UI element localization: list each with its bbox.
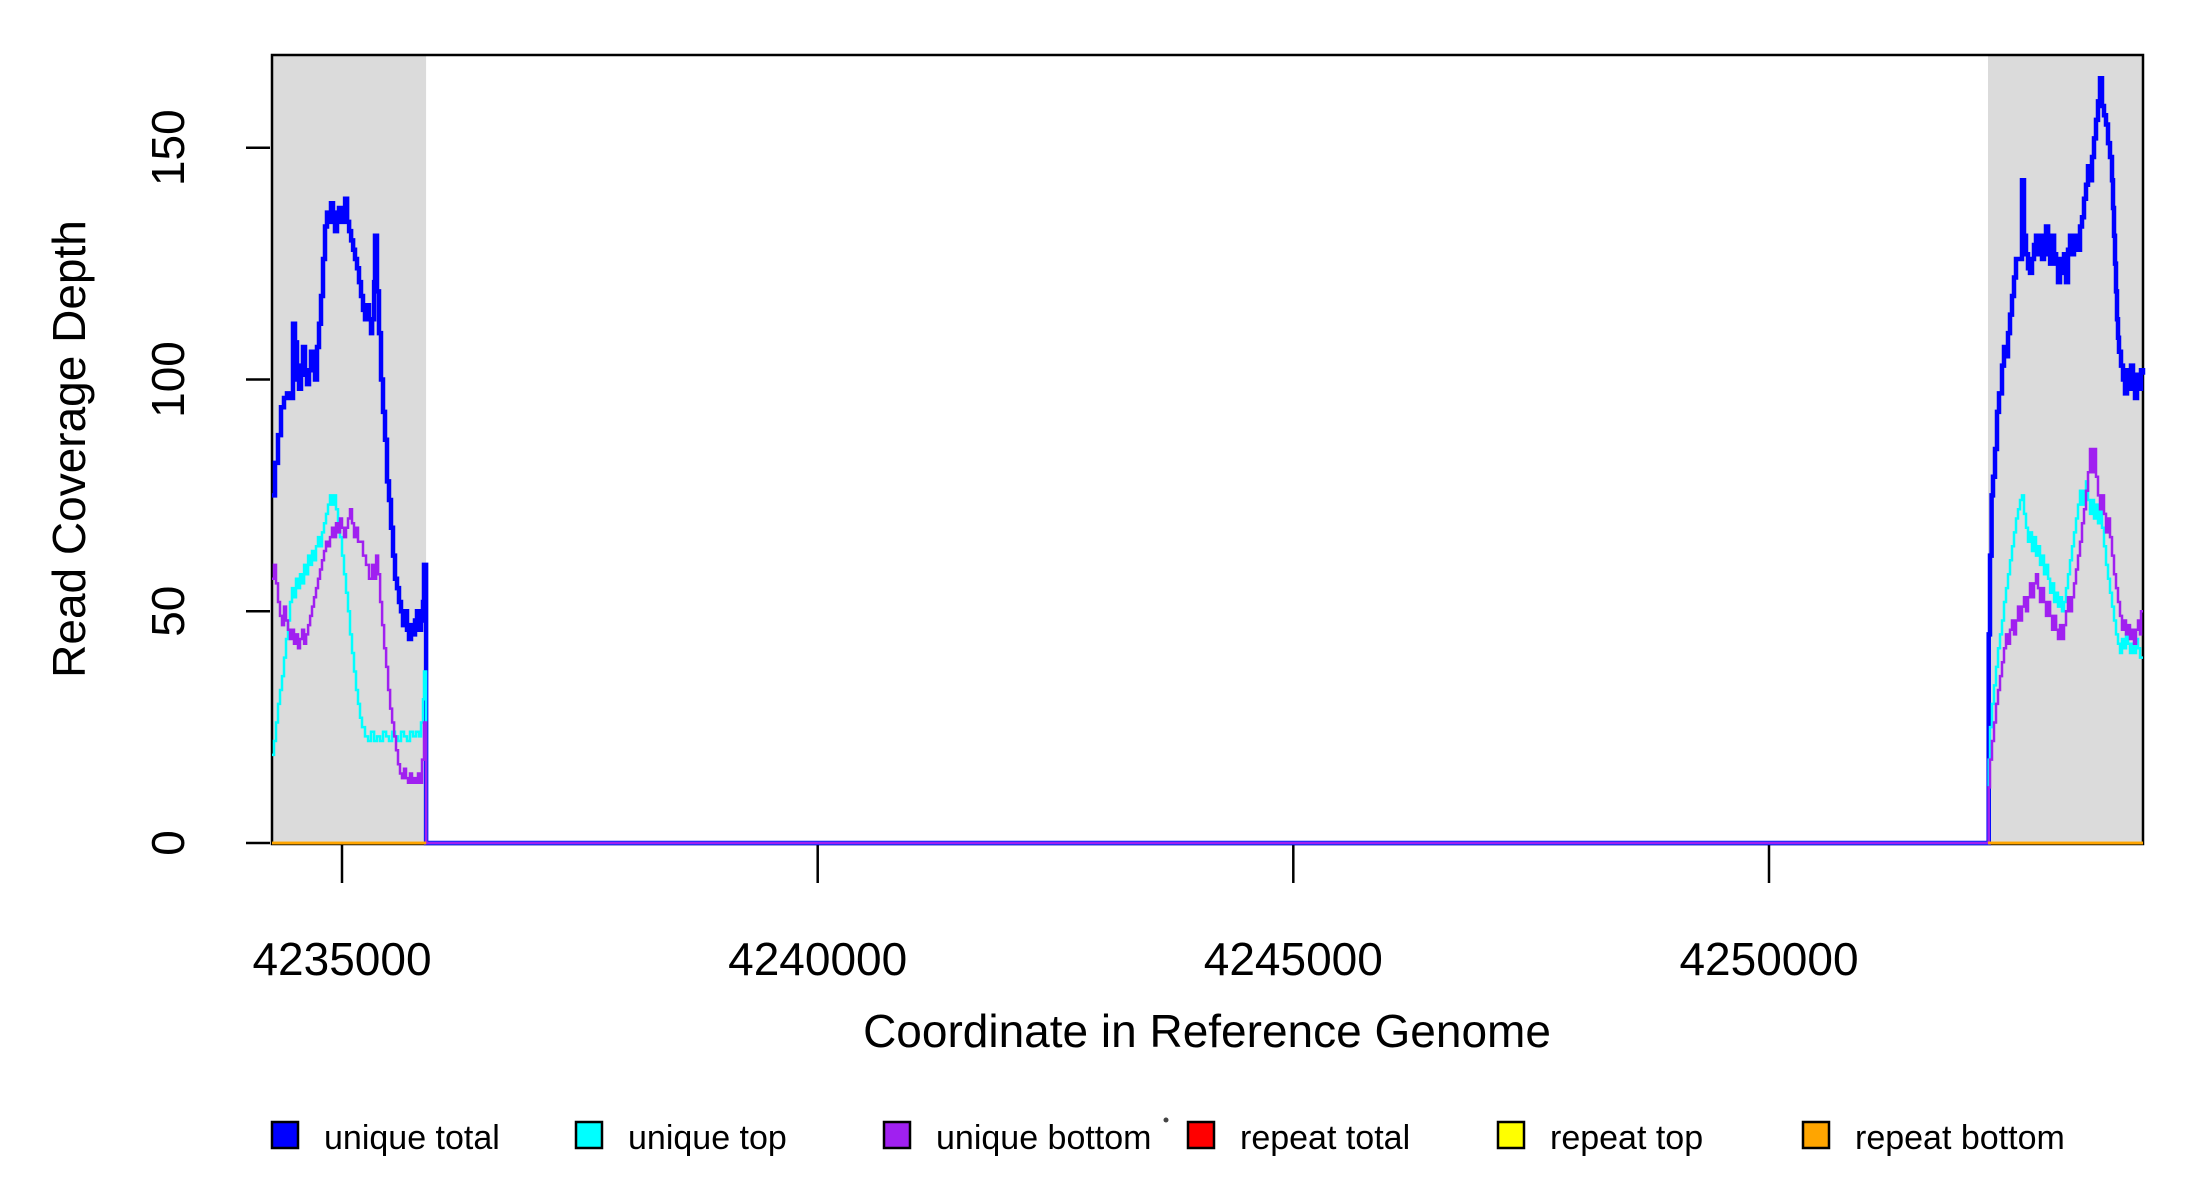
legend-swatch [882, 1120, 912, 1150]
legend-label: repeat bottom [1855, 1119, 2065, 1157]
series-line-unique-top [272, 480, 2143, 845]
legend-item-repeat-total: repeat total [1186, 1119, 1410, 1157]
y-axis-title: Read Coverage Depth [43, 220, 95, 678]
repeat-region-bands [272, 55, 2143, 844]
legend: unique total unique top unique bottom repea… [270, 1119, 2065, 1157]
legend-label: unique bottom [936, 1119, 1152, 1157]
legend-item-repeat-top: repeat top [1496, 1119, 1703, 1157]
x-tick-label: 4235000 [252, 933, 431, 985]
y-tick-label: 100 [142, 341, 194, 418]
y-tick-label: 0 [142, 830, 194, 856]
legend-swatch [574, 1120, 604, 1150]
repeat-region-left [272, 55, 427, 844]
x-axis-title: Coordinate in Reference Genome [863, 1005, 1551, 1057]
legend-label: repeat total [1240, 1119, 1410, 1157]
repeat-region-right [1988, 55, 2143, 844]
legend-item-unique-top: unique top [574, 1119, 787, 1157]
legend-item-repeat-bottom: repeat bottom [1801, 1119, 2065, 1157]
x-tick-label: 4250000 [1679, 933, 1858, 985]
series-line-unique-total [272, 75, 2146, 846]
legend-swatch [270, 1120, 300, 1150]
x-tick-label: 4240000 [728, 933, 907, 985]
legend-swatch [1186, 1120, 1216, 1150]
legend-item-unique-total: unique total [270, 1119, 500, 1157]
plot-frame [270, 53, 2145, 846]
x-axis-ticks: 4235000 4240000 4245000 4250000 [252, 845, 1859, 985]
legend-item-unique-bottom: unique bottom [882, 1119, 1152, 1157]
stray-point-marker [1163, 1117, 1169, 1123]
series-lines [272, 75, 2146, 846]
x-tick-label: 4245000 [1204, 933, 1383, 985]
y-tick-label: 50 [142, 586, 194, 637]
y-tick-label: 150 [142, 109, 194, 186]
legend-label: repeat top [1550, 1119, 1703, 1157]
legend-label: unique top [628, 1119, 787, 1157]
legend-swatch [1801, 1120, 1831, 1150]
legend-swatch [1496, 1120, 1526, 1150]
series-line-unique-bottom [272, 447, 2143, 845]
y-axis-ticks: 0 50 100 150 [142, 109, 270, 856]
legend-label: unique total [324, 1119, 500, 1157]
